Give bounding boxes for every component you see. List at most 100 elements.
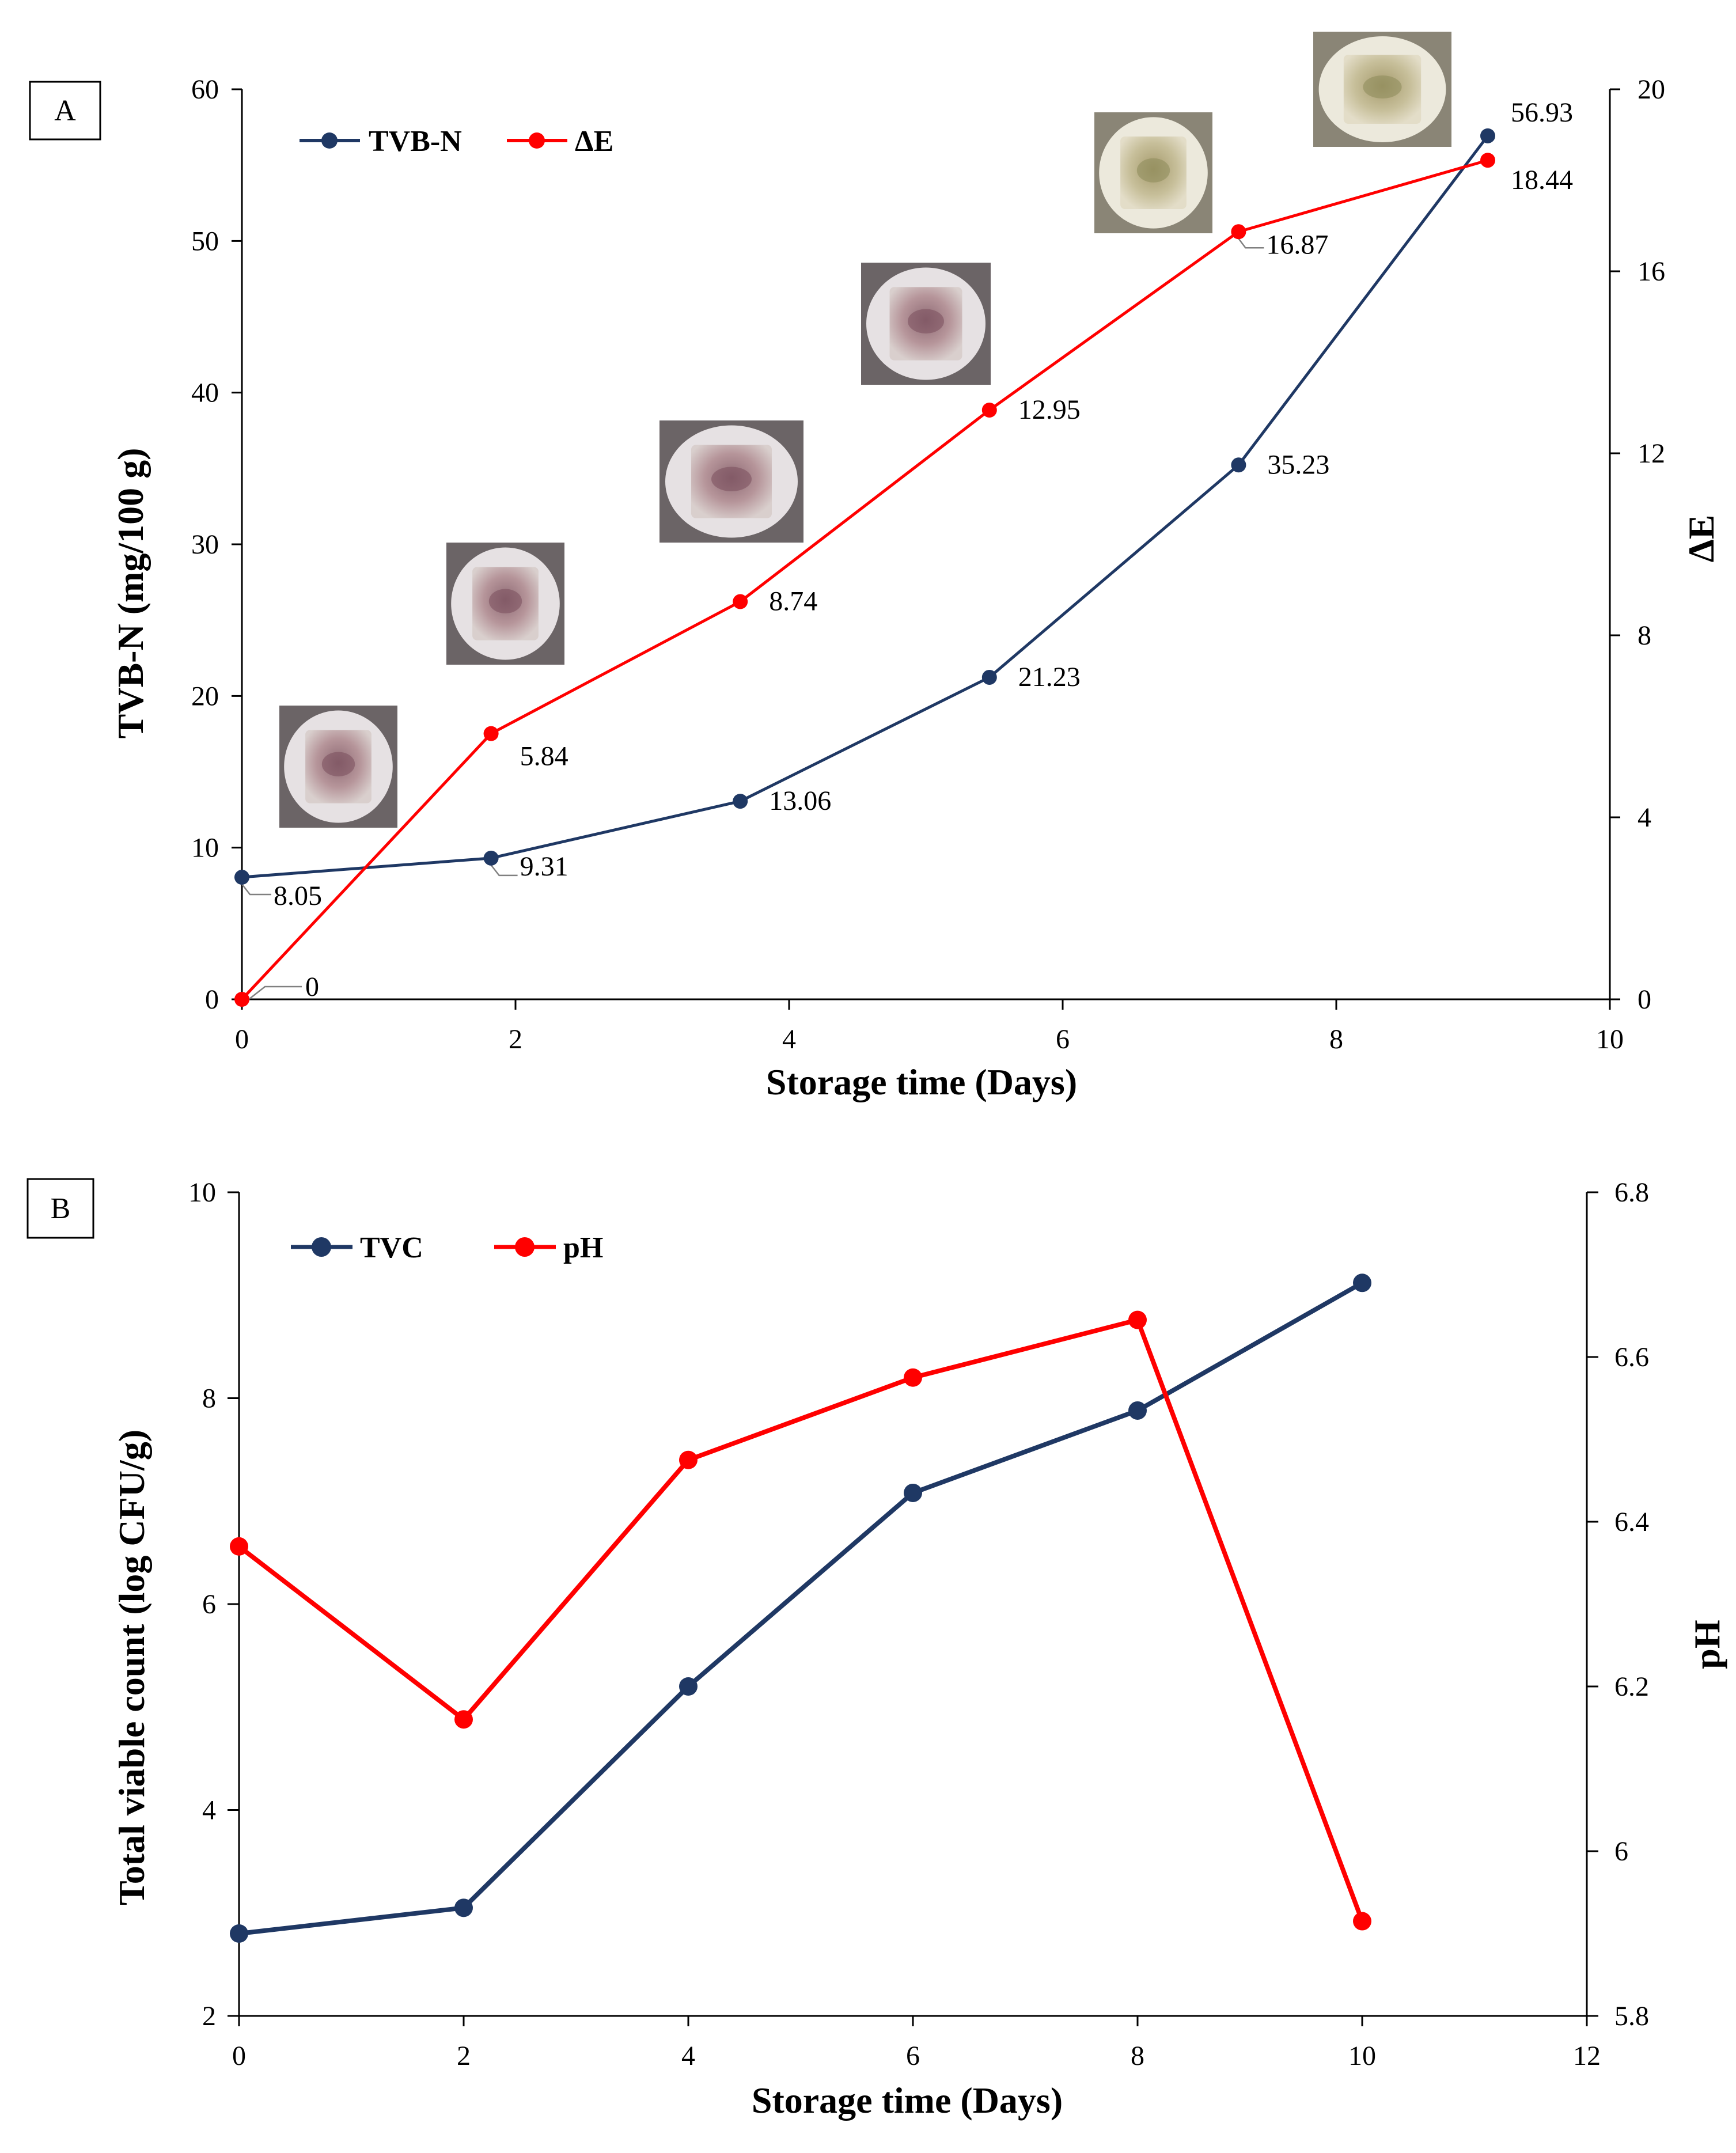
legend-b: TVC pH	[291, 1231, 603, 1264]
y2-tick-label: 6.6	[1614, 1342, 1649, 1373]
legend-b-ph-text: pH	[563, 1231, 603, 1264]
x-tick-label: 0	[232, 2041, 246, 2071]
data-label-tvbn: 56.93	[1511, 97, 1573, 128]
y2-tick-label: 6.8	[1614, 1177, 1649, 1208]
data-label-deltae: 0	[305, 972, 319, 1002]
data-point	[230, 1924, 248, 1943]
legend-a-tvbn-marker	[321, 132, 338, 149]
y2-tick-label: 6	[1614, 1836, 1628, 1867]
x-tick-label: 2	[457, 2041, 471, 2071]
x-axis-title-a: Storage time (Days)	[766, 1062, 1077, 1102]
data-point	[234, 870, 249, 885]
data-point	[733, 594, 748, 609]
data-label-tvbn: 13.06	[769, 786, 831, 816]
data-point	[1128, 1401, 1147, 1420]
data-point	[1480, 128, 1495, 143]
data-point	[1480, 153, 1495, 168]
y-tick-label: 8	[202, 1383, 216, 1414]
data-point	[733, 794, 748, 809]
data-point	[679, 1677, 698, 1696]
series-line-pH	[237, 1317, 1364, 1922]
y2-tick-label: 0	[1638, 984, 1651, 1015]
legend-a-deltae-marker	[529, 132, 545, 149]
data-label-tvbn: 35.23	[1267, 449, 1329, 480]
y-tick-label: 10	[188, 1177, 216, 1208]
axes-a: 0 10 20 30 40 50 60 0 4 8 12 16 20 0 2 4 6 8 10	[191, 74, 1665, 1055]
series-line-TVB-N	[241, 135, 1489, 879]
y2-tick-label: 6.4	[1614, 1507, 1649, 1537]
y2-tick-label: 6.2	[1614, 1671, 1649, 1702]
y-axis-title-a: TVB-N (mg/100 g)	[110, 448, 151, 739]
panel-label-a-box: A	[29, 81, 101, 141]
data-point	[454, 1898, 473, 1917]
data-point	[904, 1368, 922, 1387]
data-label-deltae: 12.95	[1018, 395, 1081, 425]
legend-b-tvc-marker	[312, 1237, 331, 1257]
data-point	[1231, 224, 1246, 240]
legend-b-tvc-text: TVC	[360, 1231, 423, 1264]
data-point	[981, 402, 997, 418]
x-tick-label: 8	[1131, 2041, 1144, 2071]
legend-a-tvbn-text: TVB-N	[369, 125, 462, 158]
data-labels-a: 8.05 9.31 13.06 21.23 35.23 56.93 0 5.84 8.74 12.…	[274, 97, 1573, 1002]
x-tick-label: 4	[681, 2041, 695, 2071]
y2-tick-label: 20	[1638, 74, 1665, 105]
data-point	[483, 850, 499, 866]
y-tick-label: 0	[205, 984, 219, 1015]
data-label-tvbn: 21.23	[1018, 662, 1081, 692]
y2-axis-title-a: ΔE	[1681, 515, 1722, 563]
data-point	[1353, 1273, 1371, 1292]
label-leader	[490, 865, 518, 877]
data-point	[454, 1710, 473, 1729]
y2-tick-label: 8	[1638, 620, 1651, 651]
y-tick-label: 60	[191, 74, 219, 105]
series-line-TVC	[238, 1280, 1363, 1936]
data-point	[981, 669, 997, 685]
y2-tick-label: 16	[1638, 256, 1665, 287]
sample-photo-day-2	[446, 543, 564, 665]
data-point	[234, 992, 249, 1007]
x-axis-title-b: Storage time (Days)	[752, 2080, 1063, 2121]
y-tick-label: 6	[202, 1589, 216, 1620]
sample-photo-day-8	[1094, 112, 1212, 233]
data-label-deltae: 18.44	[1511, 165, 1573, 195]
legend-b-ph-marker	[515, 1237, 535, 1257]
x-tick-label: 10	[1596, 1024, 1624, 1055]
x-tick-label: 2	[509, 1024, 522, 1055]
y2-tick-label: 12	[1638, 438, 1665, 469]
legend-a-deltae-text: ΔE	[575, 125, 613, 158]
sample-photo-day-0	[279, 706, 397, 828]
chart-a: A 0 10 20 30 40 50 60 0 4 8 12 16 20 0 2 4 6 8 10 8.05 9.31…	[29, 32, 1722, 1102]
data-label-tvbn: 8.05	[274, 881, 322, 911]
data-label-deltae: 5.84	[520, 741, 568, 772]
y-tick-label: 30	[191, 529, 219, 560]
x-tick-label: 4	[782, 1024, 796, 1055]
data-label-deltae: 16.87	[1266, 229, 1328, 260]
sample-photo-day-6	[861, 263, 991, 385]
label-leaders-a	[241, 238, 1264, 1000]
x-tick-label: 0	[235, 1024, 249, 1055]
sample-photos	[279, 32, 1451, 828]
panel-label-a: A	[54, 94, 76, 127]
x-tick-label: 12	[1573, 2041, 1601, 2071]
y-tick-label: 50	[191, 226, 219, 256]
data-label-deltae: 8.74	[769, 586, 817, 617]
data-point	[1353, 1912, 1371, 1931]
label-leader	[241, 884, 271, 896]
panel-label-b: B	[51, 1192, 71, 1225]
series-line-ΔE	[241, 158, 1488, 1000]
sample-photo-day-4	[659, 420, 803, 543]
y-axis-title-b: Total viable count (log CFU/g)	[111, 1430, 152, 1905]
label-leader	[1238, 238, 1264, 249]
y-tick-label: 20	[191, 681, 219, 711]
data-label-tvbn: 9.31	[520, 851, 568, 882]
panel-label-b-box: B	[26, 1178, 94, 1239]
series-b	[230, 1273, 1371, 1943]
y-tick-label: 10	[191, 833, 219, 863]
data-point	[679, 1450, 698, 1469]
data-point	[1231, 457, 1246, 473]
y2-tick-label: 4	[1638, 802, 1651, 833]
